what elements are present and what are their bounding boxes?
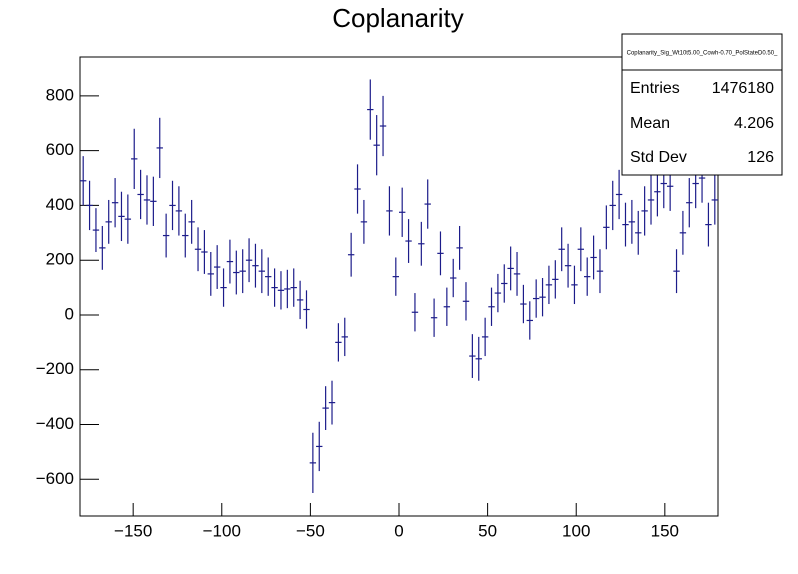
x-tick-label: −150 — [114, 521, 152, 540]
stats-label: Mean — [630, 115, 670, 132]
stats-box: Coplanarity_Sig_Wt10t5.00_Cowh-0.70_PolS… — [621, 33, 783, 176]
x-tick-label: 100 — [562, 521, 590, 540]
y-tick-label: −600 — [36, 469, 74, 488]
stats-label: Entries — [630, 80, 680, 97]
stats-label: Std Dev — [630, 149, 687, 166]
y-tick-label: 200 — [46, 250, 74, 269]
y-tick-label: 800 — [46, 85, 74, 104]
y-tick-label: 0 — [65, 304, 74, 323]
stats-value: 1476180 — [712, 80, 774, 97]
y-tick-label: 400 — [46, 195, 74, 214]
x-tick-label: 50 — [478, 521, 497, 540]
x-tick-label: −100 — [203, 521, 241, 540]
x-tick-label: 0 — [394, 521, 403, 540]
y-tick-label: −200 — [36, 359, 74, 378]
stats-title: Coplanarity_Sig_Wt10t5.00_Cowh-0.70_PolS… — [627, 51, 778, 57]
y-tick-label: 600 — [46, 140, 74, 159]
y-tick-label: −400 — [36, 414, 74, 433]
stats-value: 126 — [747, 149, 774, 166]
x-tick-label: 150 — [651, 521, 679, 540]
stats-value: 4.206 — [734, 115, 774, 132]
x-tick-label: −50 — [296, 521, 325, 540]
chart-title: Coplanarity — [332, 3, 464, 33]
stats-frame — [621, 33, 783, 176]
